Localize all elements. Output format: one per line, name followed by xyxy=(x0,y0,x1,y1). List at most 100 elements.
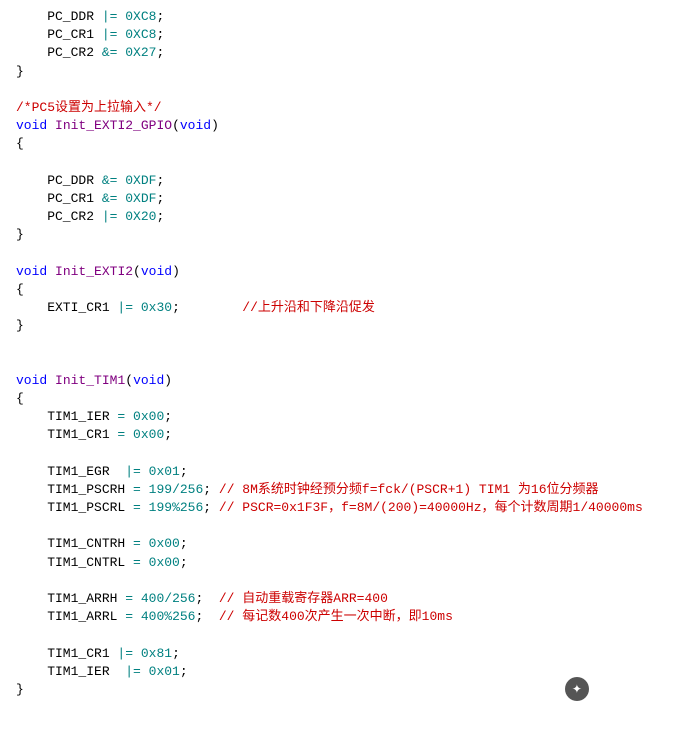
code-line: } xyxy=(16,226,680,244)
code-token: TIM1_IER xyxy=(16,664,125,679)
code-token: 0x01 xyxy=(149,464,180,479)
code-token: = xyxy=(133,536,141,551)
code-token: = xyxy=(125,609,133,624)
code-token: } xyxy=(16,64,24,79)
code-token xyxy=(141,464,149,479)
code-line: TIM1_EGR |= 0x01; xyxy=(16,463,680,481)
code-token: } xyxy=(16,318,24,333)
code-line: PC_CR1 |= 0XC8; xyxy=(16,26,680,44)
code-token: 0XC8 xyxy=(125,9,156,24)
code-token: TIM1_ARRL xyxy=(16,609,125,624)
code-token: = xyxy=(125,591,133,606)
code-token: { xyxy=(16,282,24,297)
code-token: 199 xyxy=(149,482,172,497)
code-token: ; xyxy=(164,427,172,442)
code-token xyxy=(141,555,149,570)
code-token: 256 xyxy=(172,609,195,624)
code-token: 0XDF xyxy=(125,191,156,206)
code-fragment-2: { PC_DDR &= 0XDF; PC_CR1 &= 0XDF; PC_CR2… xyxy=(16,135,680,244)
code-token: TIM1_PSCRH xyxy=(16,482,133,497)
code-token: PC_DDR xyxy=(16,9,102,24)
code-token: 256 xyxy=(180,482,203,497)
code-line: } xyxy=(16,317,680,335)
code-line: TIM1_PSCRL = 199%256; // PSCR=0x1F3F，f=8… xyxy=(16,499,680,517)
code-token: 400 xyxy=(141,609,164,624)
code-token: ; xyxy=(156,191,164,206)
code-token: |= xyxy=(125,664,141,679)
code-token: 0x00 xyxy=(149,555,180,570)
code-token xyxy=(133,591,141,606)
code-token: TIM1_EGR xyxy=(16,464,125,479)
code-token: PC_DDR xyxy=(16,173,102,188)
code-token: // 8M系统时钟经预分频f=fck/(PSCR+1) TIM1 为16位分频器 xyxy=(219,482,599,497)
watermark-icon: ✦ xyxy=(565,677,589,701)
code-token xyxy=(133,609,141,624)
code-token: &= xyxy=(102,191,118,206)
code-line: } xyxy=(16,63,680,81)
code-token: TIM1_ARRH xyxy=(16,591,125,606)
code-line: TIM1_CNTRL = 0x00; xyxy=(16,554,680,572)
code-line: TIM1_ARRL = 400%256; // 每记数400次产生一次中断，即1… xyxy=(16,608,680,626)
code-token: // PSCR=0x1F3F，f=8M/(200)=40000Hz，每个计数周期… xyxy=(219,500,643,515)
watermark-text: 电子发烧友 www.elecfans.com xyxy=(595,677,686,701)
code-token: 0X27 xyxy=(125,45,156,60)
blank-line xyxy=(16,354,680,372)
code-token: { xyxy=(16,391,24,406)
code-token: //上升沿和下降沿促发 xyxy=(242,300,375,315)
code-token: |= xyxy=(102,209,118,224)
code-token: } xyxy=(16,227,24,242)
code-token: ; xyxy=(203,482,219,497)
code-line xyxy=(16,626,680,644)
code-token: ; xyxy=(172,300,242,315)
code-line: TIM1_IER = 0x00; xyxy=(16,408,680,426)
code-token: 0x30 xyxy=(141,300,172,315)
code-token: &= xyxy=(102,173,118,188)
code-token: } xyxy=(16,682,24,697)
watermark-line1: 电子发烧友 xyxy=(595,677,686,689)
code-token: 400 xyxy=(141,591,164,606)
code-token: |= xyxy=(102,9,118,24)
code-token xyxy=(125,427,133,442)
code-token: |= xyxy=(125,464,141,479)
function-signature: void Init_EXTI2_GPIO(void) xyxy=(16,117,680,135)
code-token: / xyxy=(164,591,172,606)
code-token xyxy=(133,300,141,315)
code-token: ; xyxy=(195,591,218,606)
code-token: ; xyxy=(156,9,164,24)
code-line: { xyxy=(16,281,680,299)
code-token: % xyxy=(164,609,172,624)
code-line: PC_CR2 |= 0X20; xyxy=(16,208,680,226)
code-line xyxy=(16,517,680,535)
blank-line xyxy=(16,244,680,262)
code-line: { xyxy=(16,390,680,408)
code-token: = xyxy=(133,555,141,570)
code-token: / xyxy=(172,482,180,497)
code-token: // 自动重载寄存器ARR=400 xyxy=(219,591,388,606)
code-line: PC_DDR &= 0XDF; xyxy=(16,172,680,190)
code-token: EXTI_CR1 xyxy=(16,300,117,315)
code-token: ; xyxy=(195,609,218,624)
code-block: PC_DDR |= 0XC8; PC_CR1 |= 0XC8; PC_CR2 &… xyxy=(16,8,680,699)
code-token xyxy=(141,664,149,679)
code-line: TIM1_PSCRH = 199/256; // 8M系统时钟经预分频f=fck… xyxy=(16,481,680,499)
code-token: TIM1_CR1 xyxy=(16,646,117,661)
code-token: PC_CR2 xyxy=(16,45,102,60)
code-token: 0x00 xyxy=(149,536,180,551)
code-token: TIM1_PSCRL xyxy=(16,500,133,515)
code-token: PC_CR2 xyxy=(16,209,102,224)
code-token: ; xyxy=(156,45,164,60)
code-token: TIM1_CNTRH xyxy=(16,536,133,551)
code-token: |= xyxy=(117,300,133,315)
code-fragment-1: PC_DDR |= 0XC8; PC_CR1 |= 0XC8; PC_CR2 &… xyxy=(16,8,680,81)
code-token: ; xyxy=(180,555,188,570)
code-fragment-3: { EXTI_CR1 |= 0x30; //上升沿和下降沿促发} xyxy=(16,281,680,336)
code-token: 0x00 xyxy=(133,427,164,442)
code-token: ; xyxy=(180,536,188,551)
code-token: ; xyxy=(203,500,219,515)
code-token: 256 xyxy=(172,591,195,606)
code-token: // 每记数400次产生一次中断，即10ms xyxy=(219,609,453,624)
code-token: 199 xyxy=(149,500,172,515)
code-token: 0x81 xyxy=(141,646,172,661)
code-line: { xyxy=(16,135,680,153)
code-token: PC_CR1 xyxy=(16,27,102,42)
